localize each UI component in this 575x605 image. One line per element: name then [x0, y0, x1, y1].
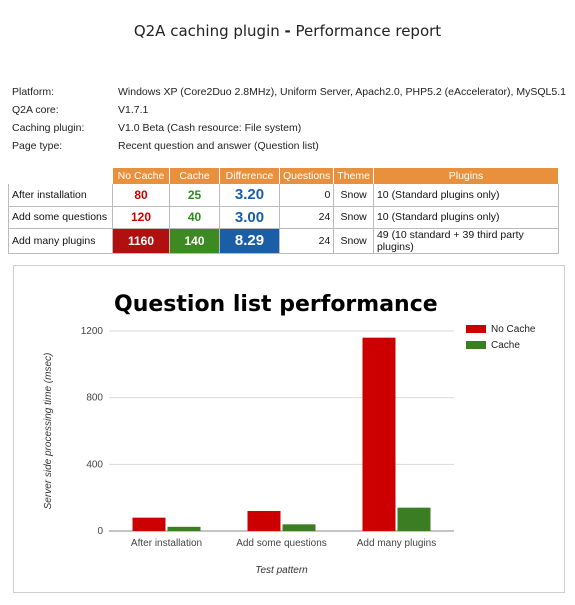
header-difference: Difference [219, 168, 280, 184]
row-label: Add many plugins [8, 228, 113, 254]
difference-value: 8.29 [219, 228, 280, 254]
title-separator: - [284, 22, 291, 40]
theme-value: Snow [333, 228, 374, 254]
difference-value: 3.00 [219, 206, 280, 229]
y-tick-label: 400 [86, 459, 103, 470]
bar-no-cache [362, 337, 396, 531]
theme-value: Snow [333, 206, 374, 229]
chart-container: Question list performance 0 400 800 1200 Afte… [13, 265, 565, 593]
difference-value: 3.20 [219, 184, 280, 207]
info-key: Q2A core: [12, 104, 59, 116]
cache-value: 40 [169, 206, 220, 229]
legend-swatch-no-cache [466, 325, 486, 333]
info-value: V1.7.1 [118, 104, 149, 116]
info-value: Recent question and answer (Question lis… [118, 140, 319, 152]
questions-value: 0 [279, 184, 335, 207]
legend-label: Cache [491, 340, 520, 351]
info-value: V1.0 Beta (Cash resource: File system) [118, 122, 302, 134]
bar-no-cache [132, 517, 166, 531]
cache-value: 140 [169, 228, 220, 254]
questions-value: 24 [279, 228, 335, 254]
info-key: Page type: [12, 140, 63, 152]
no-cache-value: 120 [112, 206, 170, 229]
header-no-cache: No Cache [112, 168, 170, 184]
bar-chart: Question list performance 0 400 800 1200 Afte… [43, 292, 536, 576]
no-cache-value: 80 [112, 184, 170, 207]
table-row: After installation 80 25 3.20 0 Snow 10 … [8, 184, 560, 207]
table-row: Add some questions 120 40 3.00 24 Snow 1… [8, 206, 560, 229]
bar-cache [282, 524, 316, 531]
y-axis-title: Server side processing time (msec) [43, 353, 54, 510]
results-table: No Cache Cache Difference Questions Them… [8, 168, 560, 254]
row-label: After installation [8, 184, 113, 207]
bar-cache [397, 507, 431, 531]
questions-value: 24 [279, 206, 335, 229]
chart-title: Question list performance [114, 292, 438, 317]
no-cache-value: 1160 [112, 228, 170, 254]
y-tick-label: 800 [86, 393, 103, 404]
title-part-1: Q2A caching plugin [133, 22, 285, 40]
theme-value: Snow [333, 184, 374, 207]
info-value: Windows XP (Core2Duo 2.8MHz), Uniform Se… [118, 86, 566, 98]
header-cache: Cache [169, 168, 220, 184]
y-tick-label: 0 [97, 526, 103, 537]
header-theme: Theme [333, 168, 374, 184]
cache-value: 25 [169, 184, 220, 207]
legend-label: No Cache [491, 324, 536, 335]
info-key: Platform: [12, 86, 55, 98]
header-questions: Questions [279, 168, 335, 184]
table-row: Add many plugins 1160 140 8.29 24 Snow 4… [8, 228, 560, 254]
x-axis-title: Test pattern [255, 565, 308, 576]
x-tick-label: After installation [131, 538, 202, 549]
plugins-value: 10 (Standard plugins only) [373, 184, 560, 207]
plugins-value: 49 (10 standard + 39 third party plugins… [373, 228, 560, 254]
info-key: Caching plugin: [12, 122, 85, 134]
x-tick-label: Add many plugins [357, 538, 437, 549]
plugins-value: 10 (Standard plugins only) [373, 206, 560, 229]
y-tick-label: 1200 [81, 326, 104, 337]
header-empty [8, 168, 113, 184]
bar-cache [167, 526, 201, 531]
table-header-row: No Cache Cache Difference Questions Them… [8, 168, 560, 184]
legend-swatch-cache [466, 341, 486, 349]
header-plugins: Plugins [373, 168, 560, 184]
page-title: Q2A caching plugin - Performance report [0, 22, 575, 40]
title-part-2: Performance report [290, 22, 442, 40]
row-label: Add some questions [8, 206, 113, 229]
bar-no-cache [247, 511, 281, 531]
x-tick-label: Add some questions [236, 538, 327, 549]
